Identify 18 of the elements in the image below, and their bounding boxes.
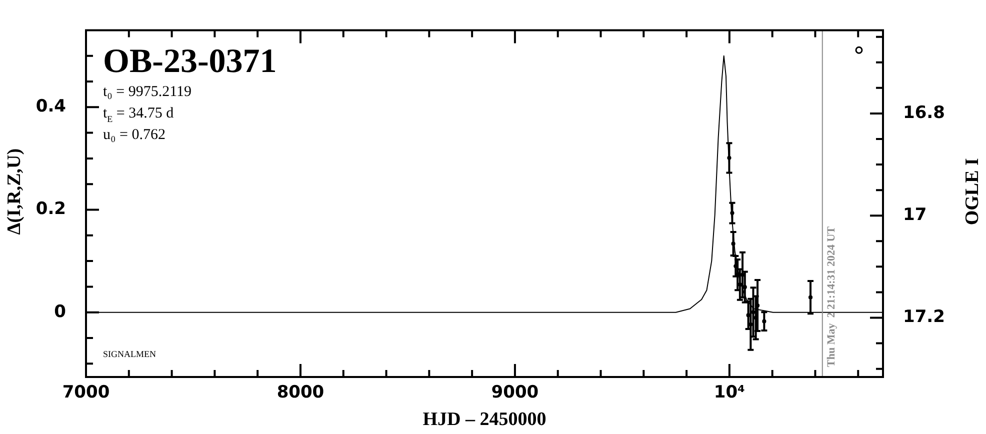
annotation: t₀ = 9975.2119	[103, 84, 192, 100]
annotation: u₀ = 0.762	[103, 127, 166, 144]
annotation: Thu May 2 21:14:31 2024 UT	[825, 226, 838, 367]
chart-title: OB-23-0371	[103, 43, 277, 80]
y2-axis-title: OGLE I	[962, 158, 983, 226]
x-tick-label: 10⁴	[714, 382, 745, 403]
y2-tick-label: 16.8	[903, 102, 945, 123]
y-tick-label: 0.2	[36, 199, 66, 220]
y2-tick-label: 17.2	[903, 307, 945, 328]
x-tick-label: 8000	[276, 382, 324, 403]
y-axis-title: Δ(I,R,Z,U)	[4, 148, 25, 235]
y-tick-label: 0	[54, 302, 66, 322]
annotation: SIGNALMEN	[103, 349, 156, 359]
x-tick-label: 7000	[62, 382, 110, 403]
y-tick-label: 0.4	[36, 96, 66, 117]
y2-tick-label: 17	[903, 205, 927, 226]
x-tick-label: 9000	[491, 382, 539, 403]
x-axis-title: HJD – 2450000	[422, 409, 546, 430]
